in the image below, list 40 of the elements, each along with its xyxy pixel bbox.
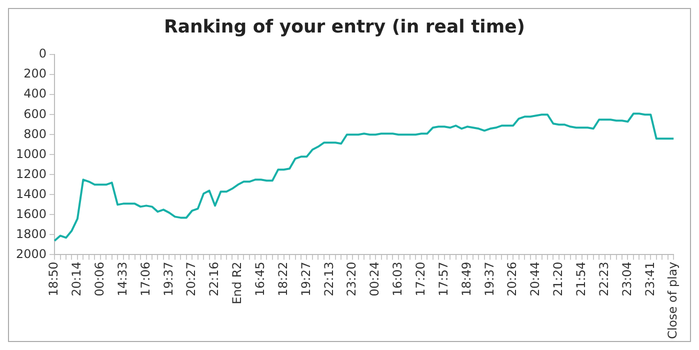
y-tick-label: 1600 bbox=[16, 206, 47, 221]
y-tick-label: 1400 bbox=[16, 186, 47, 201]
x-tick-label: 16:45 bbox=[253, 262, 268, 296]
x-tick-label: 19:27 bbox=[298, 262, 313, 296]
x-tick-label: 16:03 bbox=[390, 262, 405, 296]
y-tick-label: 1000 bbox=[16, 146, 47, 161]
y-tick-label: 800 bbox=[24, 126, 47, 141]
y-tick-label: 400 bbox=[24, 86, 47, 101]
x-tick-label: 19:37 bbox=[161, 262, 176, 296]
x-tick-label: 17:57 bbox=[436, 262, 450, 296]
x-tick-label: 21:54 bbox=[574, 262, 588, 296]
y-tick-label: 600 bbox=[24, 106, 47, 121]
x-tick-label: 23:20 bbox=[344, 262, 359, 296]
x-tick-label: Close of play bbox=[666, 262, 680, 340]
x-tick-label: 20:44 bbox=[528, 262, 542, 296]
x-tick-label: 21:20 bbox=[551, 262, 566, 296]
x-tick-label: 14:33 bbox=[115, 262, 130, 296]
x-tick-label: End R2 bbox=[230, 262, 244, 304]
x-tick-label: 23:04 bbox=[620, 262, 634, 296]
x-tick-label: 17:06 bbox=[138, 262, 152, 296]
chart-title: Ranking of your entry (in real time) bbox=[164, 16, 526, 38]
x-tick-label: 23:41 bbox=[642, 262, 657, 296]
x-tick-label: 00:06 bbox=[92, 262, 107, 296]
y-tick-label: 1800 bbox=[16, 226, 47, 241]
x-tick-label: 22:16 bbox=[207, 262, 222, 296]
x-tick-label: 20:27 bbox=[184, 262, 198, 296]
x-tick-label: 20:26 bbox=[505, 262, 520, 296]
x-tick-label: 20:14 bbox=[70, 262, 84, 296]
x-tick-label: 19:37 bbox=[482, 262, 496, 296]
x-tick-label: 18:22 bbox=[276, 262, 290, 296]
x-tick-label: 18:49 bbox=[459, 262, 474, 296]
x-tick-label: 17:20 bbox=[414, 262, 428, 296]
x-tick-label: 18:50 bbox=[46, 262, 61, 296]
y-tick-label: 1200 bbox=[16, 166, 47, 181]
x-tick-label: 22:23 bbox=[596, 262, 611, 296]
y-tick-label: 0 bbox=[38, 46, 47, 61]
x-tick-label: 22:13 bbox=[322, 262, 336, 296]
y-tick-label: 200 bbox=[24, 66, 47, 81]
x-tick-label: 00:24 bbox=[368, 262, 382, 296]
y-tick-label: 2000 bbox=[16, 246, 47, 261]
